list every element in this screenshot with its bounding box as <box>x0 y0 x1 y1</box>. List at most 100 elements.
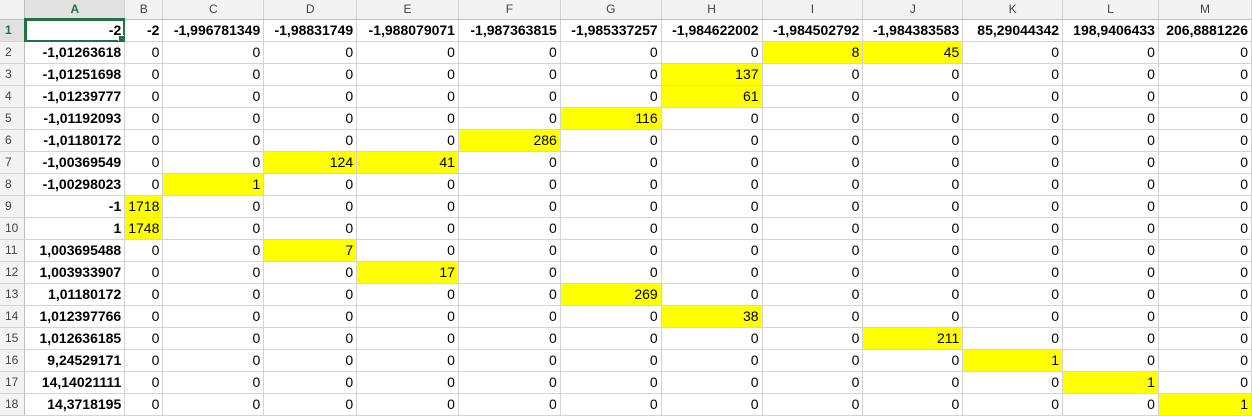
cell-h10[interactable]: 0 <box>661 217 763 240</box>
cell-e17[interactable]: 0 <box>356 371 459 394</box>
cell-j14[interactable]: 0 <box>862 305 964 328</box>
cell-h1[interactable]: -1,984622002 <box>661 19 763 42</box>
cell-m12[interactable]: 0 <box>1158 261 1252 284</box>
cell-k15[interactable]: 0 <box>962 327 1064 350</box>
cell-a8[interactable]: -1,00298023 <box>24 173 126 196</box>
cell-i17[interactable]: 0 <box>762 371 864 394</box>
cell-d5[interactable]: 0 <box>263 107 358 130</box>
cell-h16[interactable]: 0 <box>661 349 763 372</box>
cell-e3[interactable]: 0 <box>356 63 459 86</box>
cell-i14[interactable]: 0 <box>762 305 864 328</box>
cell-a18[interactable]: 14,3718195 <box>24 393 126 416</box>
column-header-i[interactable]: I <box>762 0 864 20</box>
cell-c7[interactable]: 0 <box>162 151 265 174</box>
column-header-f[interactable]: F <box>458 0 561 20</box>
cell-l14[interactable]: 0 <box>1062 305 1159 328</box>
cell-l6[interactable]: 0 <box>1062 129 1159 152</box>
cell-e7[interactable]: 41 <box>356 151 459 174</box>
cell-d14[interactable]: 0 <box>263 305 358 328</box>
cell-d2[interactable]: 0 <box>263 41 358 64</box>
cell-j18[interactable]: 0 <box>862 393 964 416</box>
cell-d17[interactable]: 0 <box>263 371 358 394</box>
cell-m7[interactable]: 0 <box>1158 151 1252 174</box>
cell-h7[interactable]: 0 <box>661 151 763 174</box>
cell-m16[interactable]: 0 <box>1158 349 1252 372</box>
cell-l1[interactable]: 198,9406433 <box>1062 19 1159 42</box>
cell-j13[interactable]: 0 <box>862 283 964 306</box>
cell-f10[interactable]: 0 <box>458 217 561 240</box>
cell-g10[interactable]: 0 <box>560 217 662 240</box>
cell-a11[interactable]: 1,003695488 <box>24 239 126 262</box>
row-header-7[interactable]: 7 <box>0 151 26 174</box>
cell-e16[interactable]: 0 <box>356 349 459 372</box>
cell-l5[interactable]: 0 <box>1062 107 1159 130</box>
column-header-h[interactable]: H <box>661 0 763 20</box>
cell-a12[interactable]: 1,003933907 <box>24 261 126 284</box>
cell-m9[interactable]: 0 <box>1158 195 1252 218</box>
cell-c14[interactable]: 0 <box>162 305 265 328</box>
cell-l18[interactable]: 0 <box>1062 393 1159 416</box>
cell-m13[interactable]: 0 <box>1158 283 1252 306</box>
cell-h6[interactable]: 0 <box>661 129 763 152</box>
cell-a1[interactable]: -2 <box>24 19 126 42</box>
cell-k4[interactable]: 0 <box>962 85 1064 108</box>
row-header-1[interactable]: 1 <box>0 19 26 42</box>
column-header-l[interactable]: L <box>1062 0 1159 20</box>
cell-j3[interactable]: 0 <box>862 63 964 86</box>
cell-c18[interactable]: 0 <box>162 393 265 416</box>
cell-h14[interactable]: 38 <box>661 305 763 328</box>
cell-c12[interactable]: 0 <box>162 261 265 284</box>
cell-i18[interactable]: 0 <box>762 393 864 416</box>
cell-a3[interactable]: -1,01251698 <box>24 63 126 86</box>
cell-f3[interactable]: 0 <box>458 63 561 86</box>
cell-k13[interactable]: 0 <box>962 283 1064 306</box>
cell-f16[interactable]: 0 <box>458 349 561 372</box>
cell-j12[interactable]: 0 <box>862 261 964 284</box>
cell-f15[interactable]: 0 <box>458 327 561 350</box>
cell-j9[interactable]: 0 <box>862 195 964 218</box>
cell-h3[interactable]: 137 <box>661 63 763 86</box>
cell-b7[interactable]: 0 <box>124 151 164 174</box>
cell-g14[interactable]: 0 <box>560 305 662 328</box>
cell-i7[interactable]: 0 <box>762 151 864 174</box>
row-header-14[interactable]: 14 <box>0 305 26 328</box>
column-header-b[interactable]: B <box>124 0 164 20</box>
row-header-4[interactable]: 4 <box>0 85 26 108</box>
cell-b11[interactable]: 0 <box>124 239 164 262</box>
cell-b16[interactable]: 0 <box>124 349 164 372</box>
row-header-11[interactable]: 11 <box>0 239 26 262</box>
cell-l3[interactable]: 0 <box>1062 63 1159 86</box>
cell-m17[interactable]: 0 <box>1158 371 1252 394</box>
cell-e1[interactable]: -1,988079071 <box>356 19 459 42</box>
row-header-9[interactable]: 9 <box>0 195 26 218</box>
cell-f7[interactable]: 0 <box>458 151 561 174</box>
cell-b13[interactable]: 0 <box>124 283 164 306</box>
cell-f9[interactable]: 0 <box>458 195 561 218</box>
cell-k8[interactable]: 0 <box>962 173 1064 196</box>
cell-i6[interactable]: 0 <box>762 129 864 152</box>
cell-g9[interactable]: 0 <box>560 195 662 218</box>
cell-h2[interactable]: 0 <box>661 41 763 64</box>
cell-h13[interactable]: 0 <box>661 283 763 306</box>
cell-k11[interactable]: 0 <box>962 239 1064 262</box>
cell-m18[interactable]: 1 <box>1158 393 1252 416</box>
cell-i1[interactable]: -1,984502792 <box>762 19 864 42</box>
cell-k7[interactable]: 0 <box>962 151 1064 174</box>
cell-d6[interactable]: 0 <box>263 129 358 152</box>
cell-l9[interactable]: 0 <box>1062 195 1159 218</box>
cell-a9[interactable]: -1 <box>24 195 126 218</box>
cell-h9[interactable]: 0 <box>661 195 763 218</box>
cell-d8[interactable]: 0 <box>263 173 358 196</box>
cell-b12[interactable]: 0 <box>124 261 164 284</box>
cell-a7[interactable]: -1,00369549 <box>24 151 126 174</box>
cell-i8[interactable]: 0 <box>762 173 864 196</box>
cell-e10[interactable]: 0 <box>356 217 459 240</box>
cell-d11[interactable]: 7 <box>263 239 358 262</box>
row-header-15[interactable]: 15 <box>0 327 26 350</box>
cell-a6[interactable]: -1,01180172 <box>24 129 126 152</box>
cell-m5[interactable]: 0 <box>1158 107 1252 130</box>
row-header-3[interactable]: 3 <box>0 63 26 86</box>
cell-a5[interactable]: -1,01192093 <box>24 107 126 130</box>
cell-a4[interactable]: -1,01239777 <box>24 85 126 108</box>
cell-h11[interactable]: 0 <box>661 239 763 262</box>
